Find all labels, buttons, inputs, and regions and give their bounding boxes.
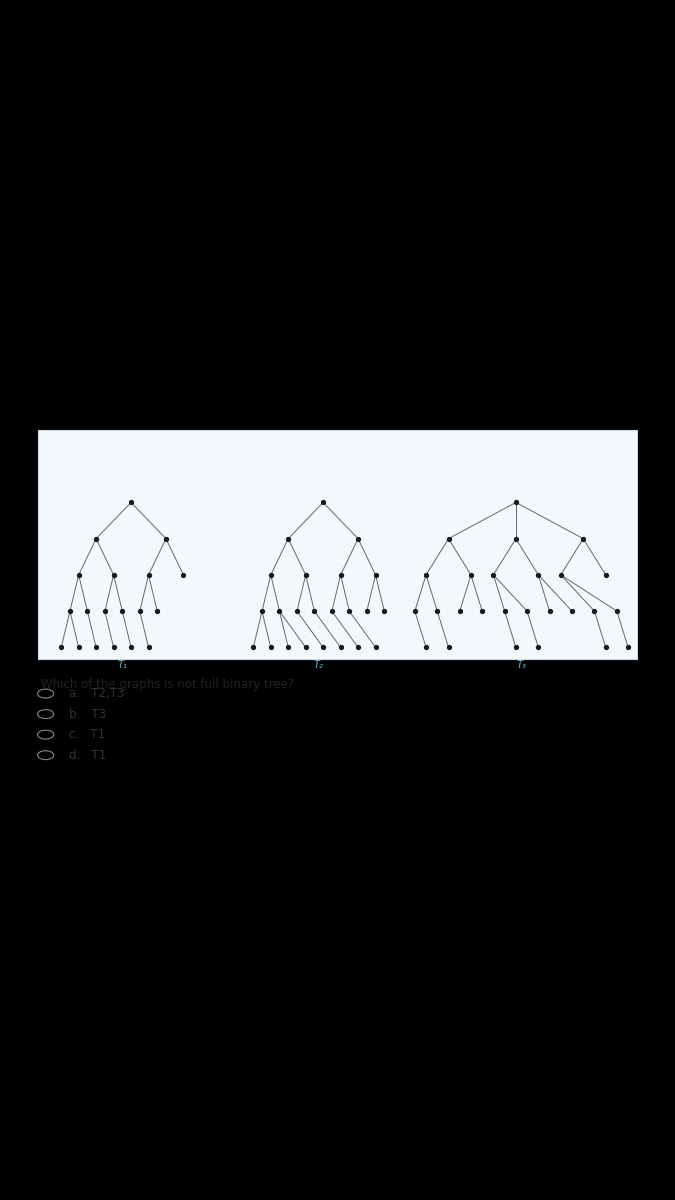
Text: T₁: T₁ <box>117 660 128 670</box>
Text: T₃: T₃ <box>516 660 526 670</box>
Text: d.   T1: d. T1 <box>70 749 107 762</box>
Text: a.   T2,T3: a. T2,T3 <box>70 688 125 700</box>
Text: T₂: T₂ <box>314 660 324 670</box>
Text: Which of the graphs is not full binary tree?: Which of the graphs is not full binary t… <box>41 678 294 691</box>
Text: c.   T1: c. T1 <box>70 728 105 742</box>
Text: b.   T3: b. T3 <box>70 708 107 721</box>
FancyBboxPatch shape <box>38 431 637 660</box>
